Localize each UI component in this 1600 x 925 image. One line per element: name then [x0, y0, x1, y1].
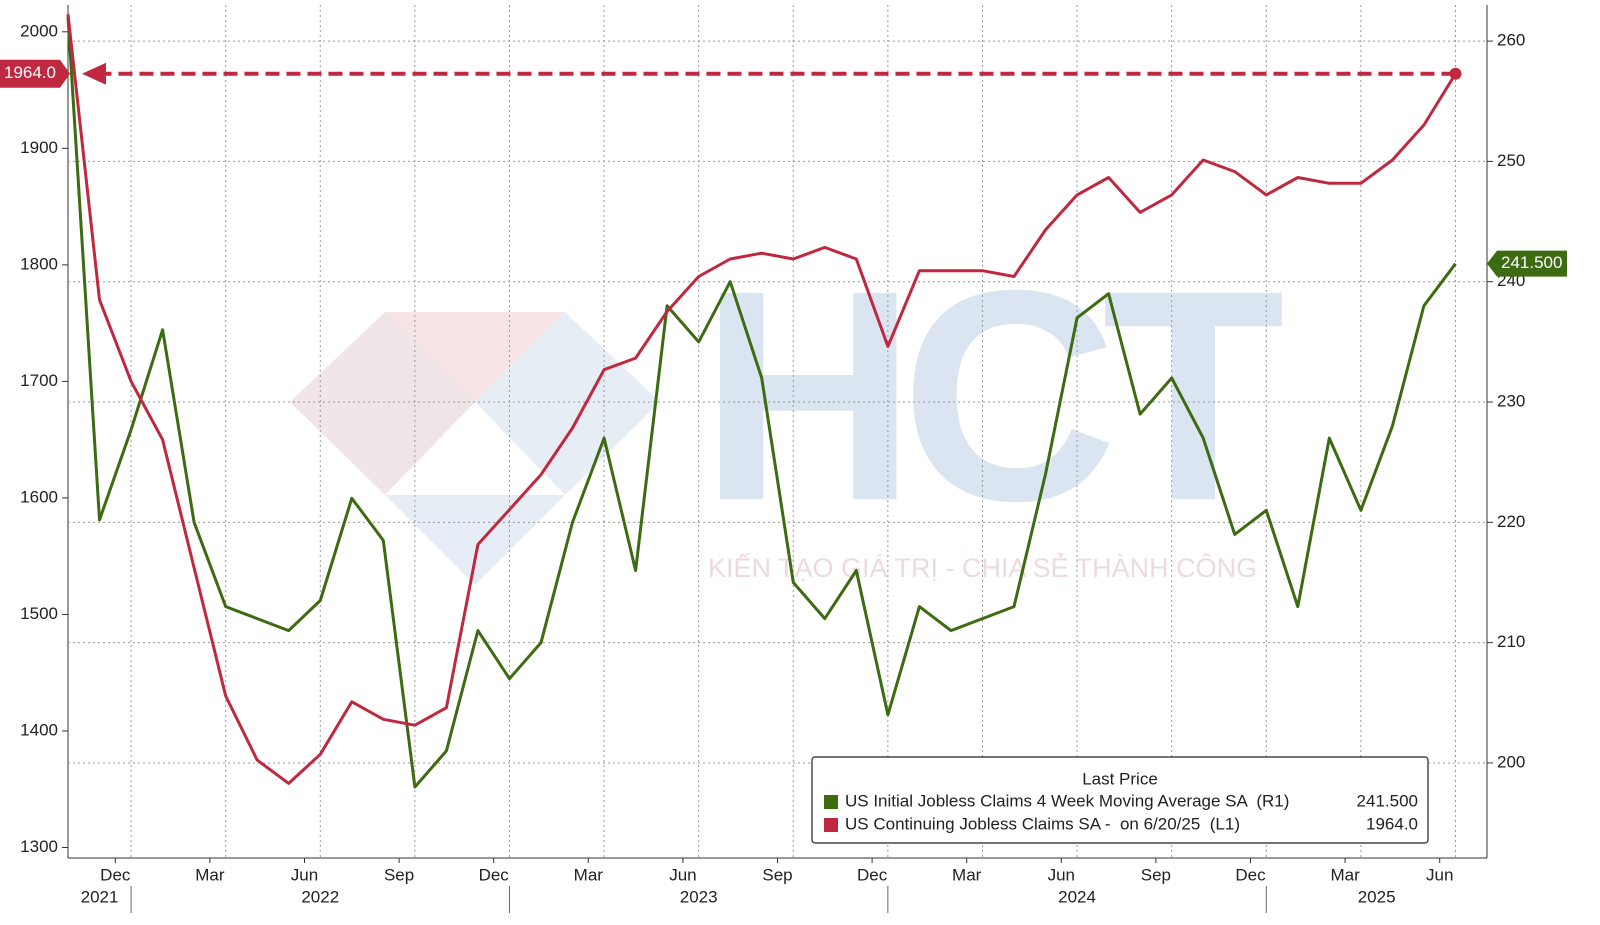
y-tick-label: 1500 — [20, 604, 58, 623]
watermark-shape — [385, 312, 565, 402]
x-tick-label: Jun — [669, 865, 696, 884]
arrow-head — [82, 62, 106, 85]
y2-tick-label: 200 — [1497, 752, 1525, 771]
last-value-tag — [1487, 250, 1567, 277]
legend-label: US Initial Jobless Claims 4 Week Moving … — [845, 791, 1289, 810]
y-tick-label: 1300 — [20, 837, 58, 856]
watermark-shape — [290, 312, 475, 495]
x-tick-label: Mar — [1330, 865, 1360, 884]
y-tick-label: 1600 — [20, 487, 58, 506]
y-tick-label: 1900 — [20, 138, 58, 157]
last-value-label: 241.500 — [1501, 253, 1562, 272]
last-point — [1449, 67, 1462, 80]
x-tick-label: Jun — [1426, 865, 1453, 884]
y2-tick-label: 250 — [1497, 151, 1525, 170]
legend-swatch — [824, 818, 838, 832]
x-tick-label: Mar — [195, 865, 225, 884]
x-year-label: 2025 — [1358, 887, 1396, 906]
x-tick-label: Dec — [857, 865, 888, 884]
y2-tick-label: 230 — [1497, 392, 1525, 411]
series-line — [66, 16, 1457, 789]
watermark: HCT KIẾN TẠO GIÁ TRỊ - CHIA SẺ THÀNH CÔN… — [290, 227, 1285, 585]
x-tick-label: Dec — [479, 865, 510, 884]
y-tick-label: 1700 — [20, 371, 58, 390]
legend-swatch — [824, 795, 838, 809]
y2-tick-label: 260 — [1497, 31, 1525, 50]
x-tick-label: Jun — [1048, 865, 1075, 884]
y-tick-label: 1400 — [20, 720, 58, 739]
x-tick-label: Sep — [1141, 865, 1171, 884]
series-line — [66, 14, 1457, 785]
last-value-tag — [0, 59, 70, 88]
watermark-shape — [385, 495, 565, 585]
x-tick-label: Mar — [952, 865, 982, 884]
x-year-label: 2023 — [680, 887, 718, 906]
x-year-label: 2021 — [81, 887, 119, 906]
x-year-label: 2024 — [1058, 887, 1096, 906]
x-year-label: 2022 — [301, 887, 339, 906]
last-value-label: 1964.0 — [4, 63, 56, 82]
y2-tick-label: 220 — [1497, 512, 1525, 531]
x-tick-label: Dec — [1235, 865, 1266, 884]
legend-box — [811, 756, 1429, 844]
legend: Last Price US Initial Jobless Claims 4 W… — [811, 756, 1429, 844]
legend-title: Last Price — [1082, 769, 1158, 788]
legend-value: 1964.0 — [1366, 814, 1418, 833]
x-tick-label: Jun — [291, 865, 318, 884]
y-tick-label: 1800 — [20, 254, 58, 273]
legend-label: US Continuing Jobless Claims SA - on 6/2… — [845, 814, 1240, 833]
x-tick-label: Dec — [100, 865, 131, 884]
x-tick-label: Mar — [574, 865, 604, 884]
x-tick-label: Sep — [762, 865, 792, 884]
y2-tick-label: 210 — [1497, 632, 1525, 651]
x-tick-label: Sep — [384, 865, 414, 884]
legend-value: 241.500 — [1357, 791, 1418, 810]
y-tick-label: 2000 — [20, 21, 58, 40]
watermark-shape — [475, 312, 660, 495]
watermark-logo: HCT — [700, 227, 1285, 563]
